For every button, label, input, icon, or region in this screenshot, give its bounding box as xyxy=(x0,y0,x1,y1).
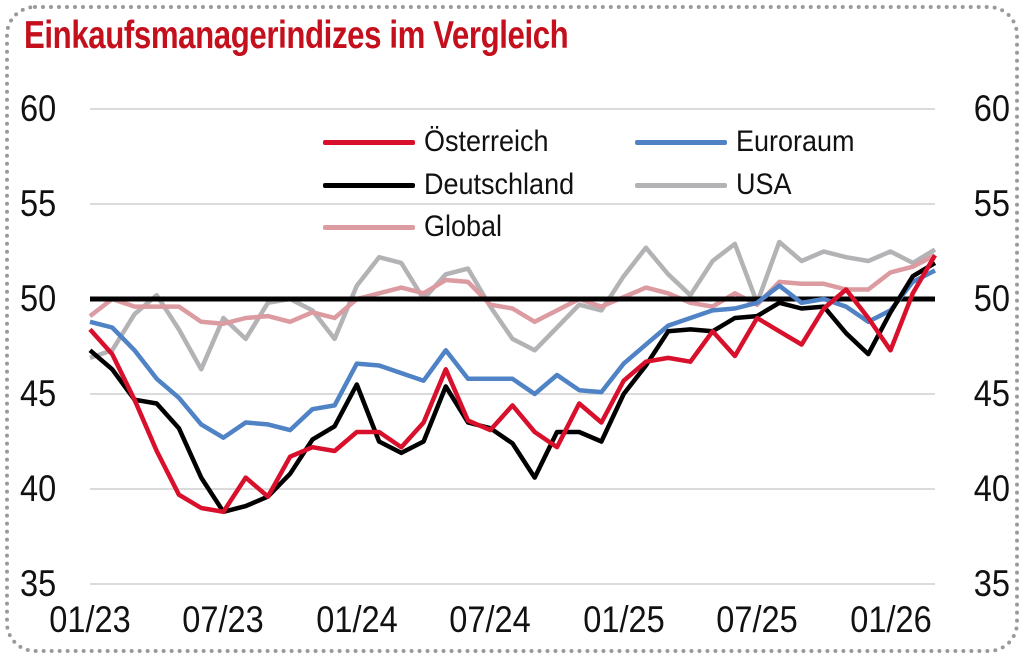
y-tick-label-left-40: 40 xyxy=(20,468,57,509)
chart-title: Einkaufsmanagerindizes im Vergleich xyxy=(24,14,569,57)
legend-label-euroraum: Euroraum xyxy=(736,125,855,158)
legend-item-global: Global xyxy=(323,209,511,245)
legend-swatch-deutschland xyxy=(323,182,415,188)
series-line-österreich xyxy=(88,254,937,515)
legend-label-österreich: Österreich xyxy=(424,125,549,158)
y-tick-label-right-40: 40 xyxy=(973,468,1010,509)
legend-swatch-euroraum xyxy=(635,139,727,145)
series-line-usa xyxy=(89,239,937,372)
legend-item-usa: USA xyxy=(635,167,798,203)
legend-item-deutschland: Deutschland xyxy=(323,167,591,203)
legend-item-euroraum: Euroraum xyxy=(635,124,868,160)
y-tick-label-left-55: 55 xyxy=(20,183,57,224)
legend-label-usa: USA xyxy=(736,168,792,201)
series-line-deutschland xyxy=(88,260,937,515)
series-line-euroraum xyxy=(89,268,937,440)
x-tick-label-01-24: 01/24 xyxy=(316,599,398,640)
legend-label-deutschland: Deutschland xyxy=(424,168,575,201)
legend-swatch-global xyxy=(323,224,415,230)
y-tick-label-right-55: 55 xyxy=(973,183,1010,224)
y-tick-label-left-50: 50 xyxy=(20,278,57,319)
legend-swatch-österreich xyxy=(323,139,415,145)
legend-item-österreich: Österreich xyxy=(323,124,562,160)
y-tick-label-right-35: 35 xyxy=(973,563,1010,604)
x-tick-label-01-26: 01/26 xyxy=(849,599,932,640)
y-tick-label-right-45: 45 xyxy=(973,373,1010,414)
x-tick-label-01-25: 01/25 xyxy=(582,599,665,640)
y-tick-label-left-45: 45 xyxy=(20,373,57,414)
y-tick-label-right-60: 60 xyxy=(973,88,1010,129)
legend-swatch-usa xyxy=(635,182,727,188)
y-tick-label-left-60: 60 xyxy=(20,88,57,129)
y-tick-label-left-35: 35 xyxy=(20,563,57,604)
x-tick-label-07-23: 07/23 xyxy=(182,599,265,640)
x-tick-label-01-23: 01/23 xyxy=(49,599,131,640)
legend-label-global: Global xyxy=(424,210,503,243)
x-tick-label-07-24: 07/24 xyxy=(449,599,531,640)
x-tick-label-07-25: 07/25 xyxy=(716,599,798,640)
y-tick-label-right-50: 50 xyxy=(973,278,1010,319)
series-line-global xyxy=(88,253,937,326)
